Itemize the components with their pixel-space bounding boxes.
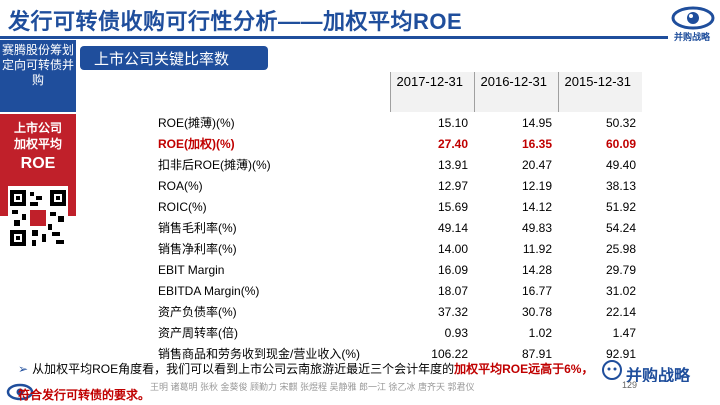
row-value: 50.32	[605, 115, 636, 130]
row-value: 20.47	[521, 157, 552, 172]
row-value: 14.95	[521, 115, 552, 130]
table-row: 资产负债率(%) 37.32 30.78 22.14	[130, 301, 642, 322]
row-value: 12.19	[521, 178, 552, 193]
column-header: 2017-12-31	[389, 72, 474, 112]
column-header: 2015-12-31	[557, 72, 642, 112]
row-value: 0.93	[444, 325, 468, 340]
conclusion-bullet: ➢ 从加权平均ROE角度看，我们可以看到上市公司云南旅游近最近三个会计年度的加权平…	[18, 360, 593, 377]
ratios-table: 2017-12-31 2016-12-31 2015-12-31 ROE(摊薄)…	[130, 72, 642, 364]
row-value: 60.09	[605, 136, 636, 151]
row-label: 销售毛利率(%)	[158, 221, 237, 235]
logo-text: 并购战略	[673, 32, 710, 42]
wechat-watermark-icon	[602, 360, 622, 380]
column-header: 2016-12-31	[473, 72, 558, 112]
row-value: 37.32	[437, 304, 468, 319]
row-value: 51.92	[605, 199, 636, 214]
row-value: 49.40	[605, 157, 636, 172]
row-value: 14.28	[521, 262, 552, 277]
row-label: 资产周转率(倍)	[158, 326, 238, 340]
row-label: 扣非后ROE(摊薄)(%)	[158, 158, 271, 172]
row-label: 资产负债率(%)	[158, 305, 237, 319]
row-value: 16.77	[521, 283, 552, 298]
table-row: EBITDA Margin(%) 18.07 16.77 31.02	[130, 280, 642, 301]
table-row: 销售净利率(%) 14.00 11.92 25.98	[130, 238, 642, 259]
footer-names: 王明 诸葛明 张秋 金葵俊 顾勤力 宋麒 张煜程 吴静雅 郎一江 徐乙冰 唐齐天…	[150, 382, 475, 392]
table-row: EBIT Margin 16.09 14.28 29.79	[130, 259, 642, 280]
page-number: 129	[622, 380, 638, 390]
row-label: ROIC(%)	[158, 199, 207, 214]
qr-code-icon	[8, 186, 68, 250]
row-value: 31.02	[605, 283, 636, 298]
conclusion-highlight: 加权平均ROE	[454, 362, 529, 376]
row-value: 27.40	[437, 136, 468, 151]
row-value: 1.47	[612, 325, 636, 340]
row-label: 销售净利率(%)	[158, 242, 237, 256]
watermark-text: 并购战略	[626, 368, 691, 385]
row-value: 30.78	[521, 304, 552, 319]
table-row: 扣非后ROE(摊薄)(%) 13.91 20.47 49.40	[130, 154, 642, 175]
table-row: ROE(加权)(%) 27.40 16.35 60.09	[130, 133, 642, 154]
header-corner	[130, 72, 390, 112]
title-underline	[0, 36, 668, 39]
row-value: 16.35	[521, 136, 552, 151]
footer-logo-icon	[6, 383, 34, 401]
row-value: 11.92	[522, 241, 552, 256]
row-value: 92.91	[605, 346, 636, 361]
row-label: EBITDA Margin(%)	[158, 283, 260, 298]
row-label: ROE(摊薄)(%)	[158, 116, 235, 130]
row-value: 18.07	[437, 283, 468, 298]
row-label: EBIT Margin	[158, 262, 225, 277]
eye-logo-icon	[671, 6, 715, 30]
sidebar-item-label-1: 上市公司	[13, 121, 62, 135]
row-value: 22.14	[605, 304, 636, 319]
row-label: ROE(加权)(%)	[158, 137, 235, 151]
sidebar-item-topic[interactable]: 赛腾股份筹划定向可转债并购	[0, 40, 76, 112]
row-value: 106.22	[431, 346, 468, 361]
row-value: 38.13	[605, 178, 636, 193]
table-row: 销售毛利率(%) 49.14 49.83 54.24	[130, 217, 642, 238]
row-value: 25.98	[605, 241, 636, 256]
table-row: 资产周转率(倍) 0.93 1.02 1.47	[130, 322, 642, 343]
sidebar: 赛腾股份筹划定向可转债并购 上市公司 加权平均 ROE	[0, 40, 76, 405]
sidebar-item-label-2: 加权平均	[13, 137, 62, 151]
table-row: ROA(%) 12.97 12.19 38.13	[130, 175, 642, 196]
table-row: ROIC(%) 15.69 14.12 51.92	[130, 196, 642, 217]
conclusion-tail: 远高于6%，	[528, 362, 594, 376]
arrow-bullet-icon: ➢	[18, 362, 29, 376]
section-header-bar	[80, 46, 268, 70]
row-value: 49.14	[437, 220, 468, 235]
row-value: 29.79	[605, 262, 636, 277]
sidebar-item-label-3: ROE	[20, 155, 56, 172]
table-row: ROE(摊薄)(%) 15.10 14.95 50.32	[130, 112, 642, 133]
section-title: 上市公司关键比率数	[94, 51, 230, 68]
footer	[0, 382, 720, 405]
row-value: 54.24	[605, 220, 636, 235]
row-value: 16.09	[437, 262, 468, 277]
row-value: 49.83	[521, 220, 552, 235]
row-label: 销售商品和劳务收到现金/营业收入(%)	[158, 347, 360, 361]
row-value: 15.69	[437, 199, 468, 214]
row-value: 14.00	[437, 241, 468, 256]
slide-title: 发行可转债收购可行性分析——加权平均ROE	[8, 9, 463, 34]
conclusion-line-2: 符合发行可转债的要求。	[18, 388, 151, 402]
row-value: 1.02	[528, 325, 552, 340]
table-row: 销售商品和劳务收到现金/营业收入(%) 106.22 87.91 92.91	[130, 343, 642, 364]
row-value: 14.12	[521, 199, 552, 214]
table-header-row: 2017-12-31 2016-12-31 2015-12-31	[130, 72, 642, 112]
row-value: 12.97	[437, 178, 468, 193]
row-value: 15.10	[437, 115, 468, 130]
row-value: 87.91	[521, 346, 552, 361]
row-label: ROA(%)	[158, 178, 203, 193]
row-value: 13.91	[437, 157, 468, 172]
conclusion-text: 从加权平均ROE角度看，我们可以看到上市公司云南旅游近最近三个会计年度的	[32, 362, 455, 376]
